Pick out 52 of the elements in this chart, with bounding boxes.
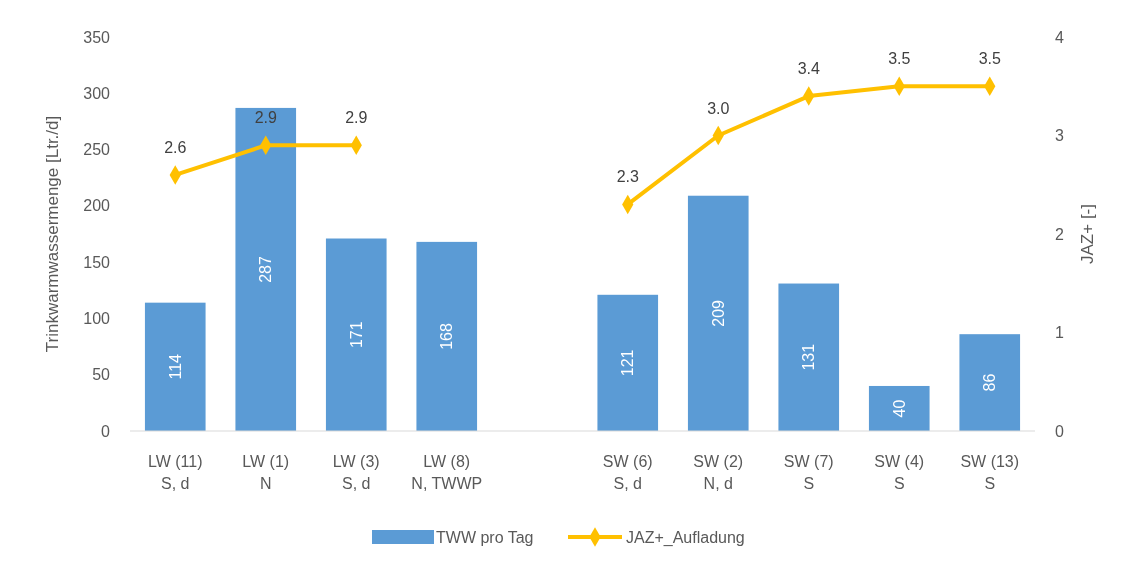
data-label: 3.4: [797, 60, 820, 78]
x-tick-label: LW (8) N, TWWP: [411, 453, 483, 492]
data-label: 114: [166, 353, 184, 380]
data-label: 287: [257, 256, 275, 283]
data-label: 86: [981, 373, 999, 392]
y2-tick-label: 4: [1055, 28, 1064, 46]
data-label: 2.3: [616, 168, 639, 186]
y2-tick-label: 1: [1055, 324, 1064, 342]
x-tick-label: SW (6) S, d: [602, 453, 653, 492]
y-tick-label: 350: [83, 28, 111, 46]
data-label: 2.9: [345, 109, 368, 127]
bar: [325, 238, 387, 431]
bar: [959, 334, 1021, 431]
x-tick-label: LW (3) S, d: [332, 453, 380, 492]
x-tick-label: LW (11) S, d: [147, 453, 203, 492]
y-tick-label: 150: [83, 253, 111, 271]
y-tick-label: 250: [83, 141, 111, 159]
y-tick-label: 50: [92, 366, 111, 384]
y2-axis-title: JAZ+ [-]: [1078, 204, 1097, 264]
bar: [235, 107, 297, 431]
data-label: 3.5: [978, 50, 1001, 68]
data-label: 3.0: [707, 99, 730, 117]
y-tick-label: 300: [83, 84, 111, 102]
x-tick-label: SW (4) S: [874, 453, 925, 492]
y2-tick-label: 2: [1055, 225, 1064, 243]
y-tick-label: 200: [83, 197, 111, 215]
data-label: 3.5: [888, 50, 911, 68]
bar: [416, 241, 478, 431]
bar: [144, 302, 206, 431]
data-label: 171: [347, 321, 365, 349]
data-label: 2.6: [164, 138, 187, 156]
data-label: 40: [890, 399, 908, 418]
x-tick-label: SW (13) S: [960, 453, 1020, 492]
y-tick-label: 0: [101, 422, 111, 440]
x-tick-label: SW (2) N, d: [693, 453, 744, 492]
y2-tick-label: 0: [1055, 422, 1064, 440]
data-label: 121: [619, 349, 637, 377]
bar: [597, 294, 659, 431]
x-tick-label: SW (7) S: [783, 453, 834, 492]
bar: [868, 385, 930, 431]
bar: [778, 283, 840, 431]
bar: [687, 195, 749, 431]
data-label: 131: [800, 343, 818, 371]
y-tick-label: 100: [83, 310, 111, 328]
data-label: 2.9: [254, 109, 277, 127]
data-label: 209: [709, 299, 727, 327]
x-tick-label: LW (1) N: [242, 453, 290, 492]
legend-label: JAZ+_Aufladung: [626, 528, 745, 547]
legend-label: TWW pro Tag: [436, 528, 534, 546]
y2-tick-label: 3: [1055, 127, 1064, 145]
data-label: 168: [438, 322, 456, 350]
y-axis-title: Trinkwarmwassermenge [Ltr./d]: [43, 115, 62, 353]
